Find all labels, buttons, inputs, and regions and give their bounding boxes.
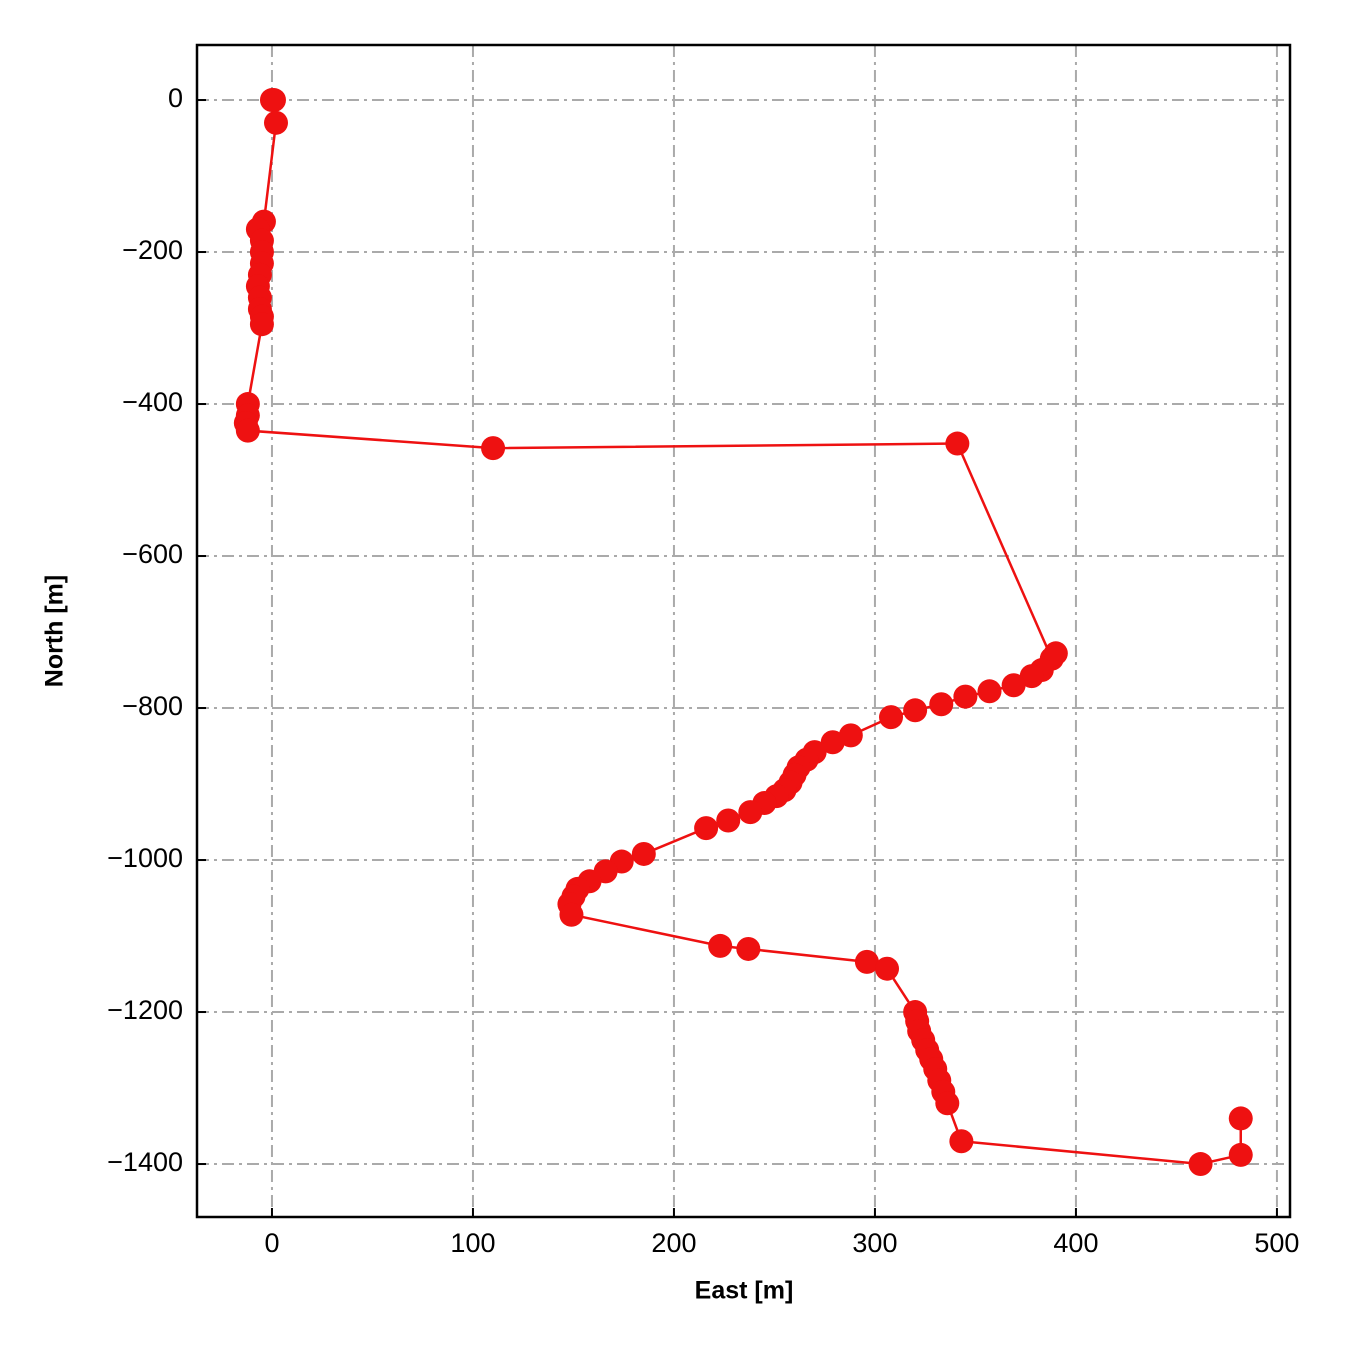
y-tick-label: −600 [122,539,183,569]
data-point [1043,641,1068,666]
data-point [481,436,506,461]
data-point [820,730,845,755]
data-point [838,723,863,748]
data-point [854,949,879,974]
data-point [261,88,286,113]
y-tick-label: 0 [168,83,183,113]
data-point [875,956,900,981]
y-tick-label: −1400 [107,1147,183,1177]
data-point [249,312,274,337]
data-point [235,418,260,443]
x-axis-label: East [m] [695,1277,794,1305]
data-point [738,800,763,825]
data-point [1001,673,1026,698]
data-point [945,431,970,456]
data-point [1188,1152,1213,1177]
x-tick-label: 400 [1053,1228,1098,1258]
y-tick-label: −1000 [107,843,183,873]
y-tick-label: −800 [122,691,183,721]
data-point [559,902,584,927]
x-tick-label: 0 [264,1228,279,1258]
plot-frame [195,43,1292,1219]
data-point [1228,1142,1253,1167]
y-tick-label: −1200 [107,995,183,1025]
data-point [716,808,741,833]
data-point [1019,664,1044,689]
data-point [879,705,904,730]
data-line [244,98,1243,1166]
x-tick-label: 100 [450,1228,495,1258]
data-point [708,933,733,958]
x-tick-label: 500 [1254,1228,1299,1258]
data-point [694,816,719,841]
data-point [1228,1106,1253,1131]
data-point [929,692,954,717]
data-point [631,841,656,866]
x-tick-label: 300 [852,1228,897,1258]
y-tick-label: −200 [122,235,183,265]
data-point [949,1129,974,1154]
data-point [977,679,1002,704]
data-point [935,1091,960,1116]
y-tick-label: −400 [122,387,183,417]
data-point [263,110,288,135]
x-tick-label: 200 [651,1228,696,1258]
data-point [736,936,761,961]
data-point [903,698,928,723]
data-point [953,684,978,709]
y-axis-label: North [m] [41,575,69,687]
